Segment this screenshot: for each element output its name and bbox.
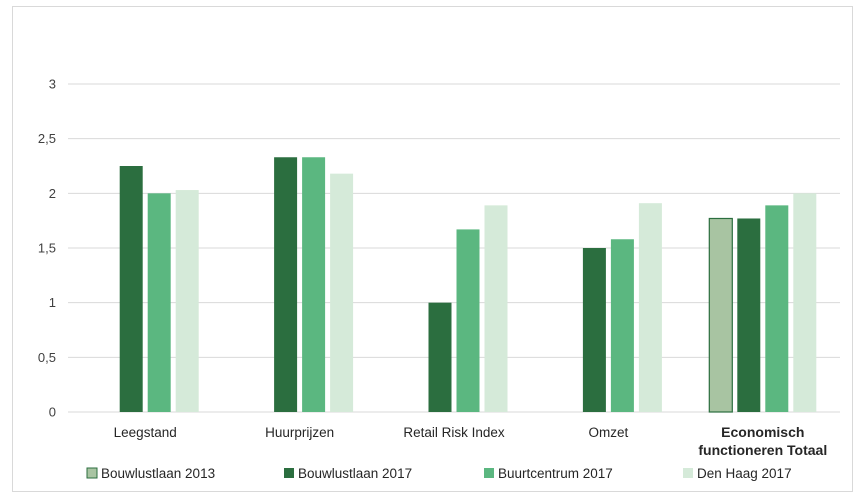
bar: [330, 173, 354, 412]
y-tick-label: 1: [49, 295, 56, 310]
bar: [638, 203, 662, 412]
legend-label: Buurtcentrum 2017: [498, 466, 613, 481]
bar: [147, 193, 171, 412]
bar: [582, 248, 606, 412]
legend-label: Den Haag 2017: [697, 466, 792, 481]
bar: [708, 217, 733, 413]
y-tick-label: 0: [49, 405, 56, 420]
y-tick-label: 2: [49, 186, 56, 201]
category-label: Economisch functioneren Totaal: [698, 424, 827, 458]
bar: [737, 218, 761, 412]
bars: [119, 157, 817, 413]
bar: [274, 157, 298, 412]
legend-swatch: [86, 467, 98, 479]
legend-swatch: [683, 468, 693, 478]
category-label: Retail Risk Index: [403, 425, 505, 440]
bar: [302, 157, 326, 412]
legend-label: Bouwlustlaan 2017: [298, 466, 412, 481]
y-tick-label: 3: [49, 77, 56, 92]
y-axis-ticks: 0 0,5 1 1,5 2 2,5 3: [38, 77, 56, 420]
category-labels: Leegstand Huurprijzen Retail Risk Index Omz…: [114, 424, 828, 458]
y-tick-label: 1,5: [38, 241, 56, 256]
category-label: Omzet: [589, 425, 629, 440]
legend-swatch: [284, 468, 294, 478]
legend-label: Bouwlustlaan 2013: [101, 466, 215, 481]
bar: [175, 190, 199, 412]
bar: [793, 193, 817, 412]
bar: [119, 166, 143, 412]
category-label: Leegstand: [114, 425, 177, 440]
bar: [610, 239, 634, 412]
y-tick-label: 2,5: [38, 131, 56, 146]
y-tick-label: 0,5: [38, 350, 56, 365]
bar: [456, 229, 480, 412]
legend-swatch: [484, 468, 494, 478]
bar: [484, 205, 508, 412]
bar: [428, 302, 452, 412]
category-label: Huurprijzen: [265, 425, 334, 440]
legend: Bouwlustlaan 2013 Bouwlustlaan 2017 Buurtc…: [86, 466, 792, 481]
bar: [765, 205, 789, 412]
